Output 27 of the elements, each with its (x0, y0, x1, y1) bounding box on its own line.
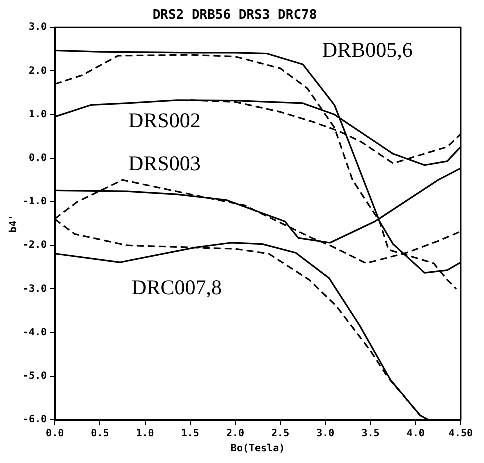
y-axis-title: b4' (8, 214, 20, 233)
x-tick-label: 0.5 (91, 428, 110, 440)
x-tick-label: 2.0 (226, 428, 245, 440)
y-tick-label: -4.0 (22, 327, 48, 338)
x-tick-label: 1.0 (136, 428, 154, 440)
y-tick-label: 2.0 (29, 66, 48, 77)
y-tick-label: -5.0 (22, 370, 48, 382)
y-tick-label: -6.0 (22, 414, 48, 426)
y-tick-label: 3.0 (29, 22, 48, 34)
x-tick-label: 3.0 (316, 428, 335, 440)
x-axis-title: Bo(Tesla) (230, 444, 286, 455)
annotation: DRC007,8 (132, 275, 222, 300)
x-tick-label: 1.5 (181, 428, 200, 440)
y-tick-label: -1.0 (22, 196, 48, 208)
annotation: DRS002 (128, 108, 201, 132)
annotation: DRS003 (128, 152, 201, 176)
x-tick-label: 4.50 (448, 428, 474, 440)
annotation: DRB005,6 (322, 38, 413, 62)
y-tick-label: 1.0 (29, 109, 48, 120)
x-tick-label: 4.0 (406, 428, 425, 440)
x-tick-label: 3.5 (362, 428, 380, 440)
chart-title: DRS2 DRB56 DRS3 DRC78 (152, 8, 318, 24)
y-tick-label: -3.0 (22, 284, 48, 295)
y-tick-label: -2.0 (22, 240, 48, 252)
x-tick-label: 2.5 (272, 428, 290, 440)
y-tick-label: 0.0 (29, 152, 48, 164)
x-tick-label: 0.0 (46, 428, 64, 440)
